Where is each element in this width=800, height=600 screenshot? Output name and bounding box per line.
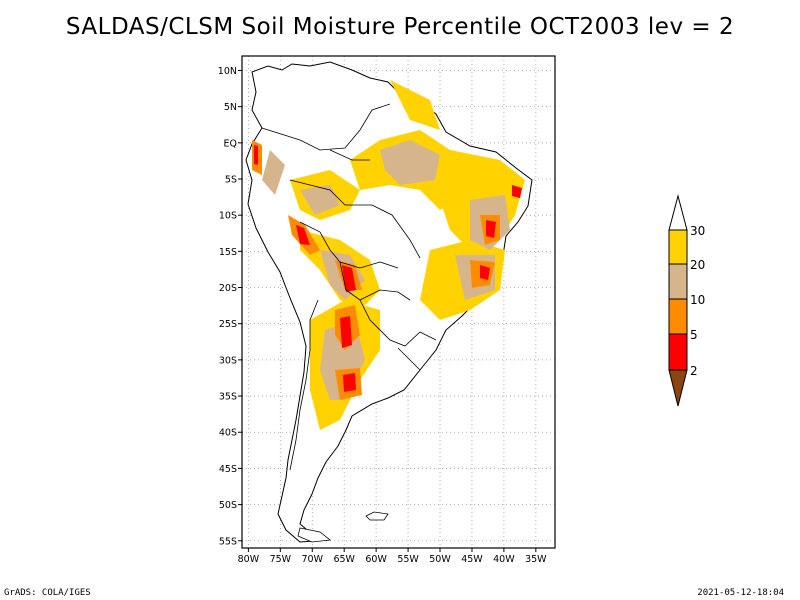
soil-moisture-shading bbox=[252, 80, 525, 430]
legend-label-20: 20 bbox=[690, 258, 705, 272]
lat-label: 55S bbox=[219, 536, 237, 547]
lon-label: 60W bbox=[365, 554, 387, 565]
lon-label: 45W bbox=[461, 554, 483, 565]
lat-label: 10S bbox=[219, 211, 237, 222]
lat-label: 10N bbox=[218, 66, 237, 77]
lat-label: 25S bbox=[219, 319, 237, 330]
lon-label: 50W bbox=[429, 554, 451, 565]
legend-label-2: 2 bbox=[690, 364, 698, 378]
footer-timestamp: 2021-05-12-18:04 bbox=[697, 588, 784, 598]
lat-label: 40S bbox=[219, 428, 237, 439]
legend-swatch-below-2 bbox=[668, 369, 688, 407]
legend-label-30: 30 bbox=[690, 224, 705, 238]
tierra-del-fuego bbox=[297, 527, 332, 543]
lon-label: 35W bbox=[525, 554, 547, 565]
legend-swatch-2-5 bbox=[668, 333, 688, 371]
lat-label: 15S bbox=[219, 247, 237, 258]
lon-label: 75W bbox=[270, 554, 292, 565]
lat-label: 35S bbox=[219, 392, 237, 403]
legend-swatch-5-10 bbox=[668, 298, 688, 335]
lon-label: 40W bbox=[493, 554, 515, 565]
legend-label-5: 5 bbox=[690, 328, 698, 342]
lat-label: EQ bbox=[224, 138, 237, 149]
lat-label: 45S bbox=[219, 464, 237, 475]
lon-label: 80W bbox=[238, 554, 260, 565]
legend-swatch-10-20 bbox=[668, 263, 688, 300]
latitude-axis: 10N 5N EQ 5S 10S 15S 20S 25S 30S 35S 40S 45S 50S 55S bbox=[218, 66, 242, 547]
legend-colorbar: 30 20 10 5 2 bbox=[668, 194, 705, 407]
lat-label: 5S bbox=[225, 175, 237, 186]
lat-label: 5N bbox=[224, 102, 237, 113]
legend-swatch-above-30 bbox=[668, 194, 688, 231]
longitude-axis: 80W 75W 70W 65W 60W 55W 50W 45W 40W 35W bbox=[238, 548, 547, 565]
legend-label-10: 10 bbox=[690, 293, 705, 307]
footer-credit: GrADS: COLA/IGES bbox=[4, 588, 91, 598]
falkland-islands bbox=[365, 511, 389, 521]
country-borders bbox=[261, 103, 437, 471]
lon-label: 55W bbox=[397, 554, 419, 565]
lat-label: 20S bbox=[219, 283, 237, 294]
map-frame bbox=[241, 55, 556, 549]
lon-label: 70W bbox=[302, 554, 324, 565]
lat-label: 50S bbox=[219, 500, 237, 511]
continent-outline bbox=[245, 61, 533, 543]
legend-swatch-20-30 bbox=[668, 229, 688, 265]
shade-10-20 bbox=[262, 140, 510, 400]
lat-label: 30S bbox=[219, 355, 237, 366]
lon-label: 65W bbox=[333, 554, 355, 565]
map-title: SALDAS/CLSM Soil Moisture Percentile OCT… bbox=[65, 14, 735, 40]
